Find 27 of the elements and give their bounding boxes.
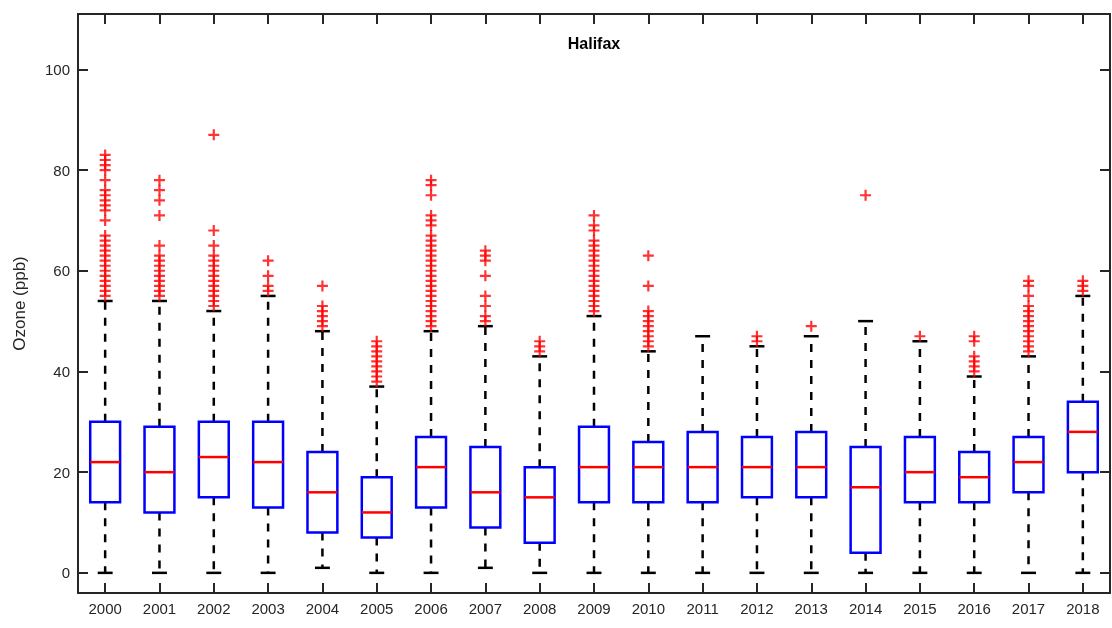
text: Halifax — [567, 34, 621, 52]
y-tick-label: 60 — [53, 262, 70, 280]
x-tick-label: 2002 — [197, 600, 231, 617]
x-tick-label: 2017 — [1011, 600, 1046, 617]
x-tick-label: 2011 — [686, 600, 719, 617]
x-tick-label: 2001 — [142, 600, 177, 617]
x-tick-label: 2007 — [468, 600, 503, 617]
x-tick-label: 2004 — [305, 600, 340, 617]
x-tick-label: 2013 — [794, 600, 828, 617]
y-tick-label: 0 — [61, 564, 70, 582]
x-tick-label: 2015 — [903, 600, 937, 617]
y-tick-label: 80 — [53, 161, 70, 179]
x-tick-label: 2006 — [414, 600, 448, 617]
x-tick-label: 2012 — [740, 600, 774, 617]
y-tick-label: 100 — [44, 60, 70, 78]
x-tick-label: 2005 — [360, 600, 394, 617]
y-tick-label: 20 — [53, 463, 70, 481]
x-tick-label: 2010 — [631, 600, 665, 617]
x-tick-label: 2000 — [88, 600, 122, 617]
x-tick-label: 2014 — [848, 600, 883, 617]
x-tick-label: 2009 — [577, 600, 611, 617]
x-tick-label: 2018 — [1066, 600, 1100, 617]
x-tick-label: 2008 — [523, 600, 557, 617]
y-tick-label: 40 — [53, 362, 70, 380]
x-tick-label: 2003 — [251, 600, 285, 617]
y-axis-title: Ozone (ppb) — [10, 256, 29, 351]
x-tick-label: 2016 — [957, 600, 991, 617]
